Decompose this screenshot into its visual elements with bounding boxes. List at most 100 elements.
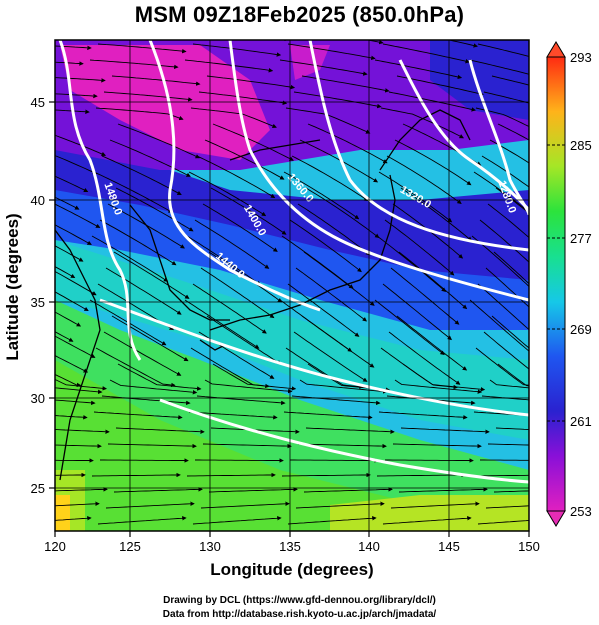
streamline — [384, 219, 455, 276]
streamline — [212, 363, 297, 391]
streamline — [55, 335, 96, 358]
streamline — [487, 203, 529, 239]
y-axis-title: Latitude (degrees) — [3, 213, 22, 360]
streamline — [297, 443, 387, 449]
streamline — [471, 235, 529, 288]
streamline — [489, 379, 529, 389]
streamline — [388, 331, 461, 385]
streamline — [380, 107, 464, 139]
streamline — [105, 267, 182, 315]
streamline — [291, 155, 369, 202]
streamline — [287, 43, 376, 61]
streamline — [279, 59, 368, 76]
streamline — [287, 283, 360, 337]
streamline — [55, 270, 97, 296]
x-tick-label: 130 — [199, 539, 221, 554]
colorbar-tick-label: 277 — [570, 231, 592, 246]
streamline — [252, 0, 339, 9]
streamline — [376, 235, 447, 292]
streamline — [97, 516, 187, 525]
streamline — [55, 516, 92, 521]
streamline — [204, 379, 293, 394]
streamline — [55, 387, 103, 395]
colorbar-tick-label: 285 — [570, 138, 592, 153]
streamline — [103, 91, 193, 102]
streamline — [290, 458, 379, 463]
y-tick-label: 30 — [31, 391, 45, 406]
streamline — [281, 235, 354, 289]
y-tick-label: 25 — [31, 481, 45, 496]
streamline — [469, 59, 529, 75]
streamline — [394, 379, 483, 394]
streamline — [55, 373, 82, 388]
credit-data-source: Data from http://database.rish.kyoto-u.a… — [162, 609, 437, 620]
streamline — [299, 139, 379, 183]
streamline — [55, 429, 110, 434]
streamline — [400, 427, 490, 434]
streamline — [398, 487, 488, 493]
streamline — [497, 363, 529, 387]
streamline — [55, 175, 89, 193]
streamline — [106, 28, 194, 36]
x-tick-label: 120 — [44, 539, 66, 554]
streamline — [55, 245, 84, 262]
colorbar-gradient — [546, 56, 566, 512]
streamline — [109, 139, 191, 177]
x-tick-label: 140 — [358, 539, 380, 554]
streamline — [402, 363, 486, 392]
streamline — [55, 355, 89, 373]
streamline — [299, 379, 388, 394]
streamline — [186, 472, 276, 478]
streamline — [103, 331, 182, 376]
streamline — [55, 93, 98, 99]
streamline — [303, 251, 375, 306]
streamline — [188, 411, 278, 420]
streamline — [184, 299, 260, 349]
streamline — [11, 28, 99, 32]
y-tick-label: 45 — [31, 95, 45, 110]
streamline — [392, 443, 482, 449]
streamline — [105, 501, 195, 509]
streamline — [347, 0, 433, 13]
colorbar-tick-label: 293 — [570, 50, 592, 65]
streamline — [283, 171, 360, 220]
streamline — [481, 395, 529, 401]
streamline — [483, 331, 529, 370]
streamline — [91, 472, 181, 478]
streamline — [287, 516, 377, 525]
streamline — [289, 219, 362, 273]
streamline — [200, 267, 275, 319]
streamline — [396, 315, 468, 371]
streamline — [481, 155, 529, 188]
streamline — [202, 443, 292, 449]
streamline — [55, 196, 80, 210]
streamline — [385, 458, 474, 463]
streamline — [495, 427, 529, 430]
x-tick-labels: 120 125 130 135 140 145 150 — [44, 539, 540, 554]
streamline — [382, 283, 453, 341]
streamline — [192, 516, 282, 525]
colorbar: 293 285 277 269 261 253 — [546, 41, 592, 527]
streamline — [493, 251, 529, 285]
streamline — [475, 107, 529, 128]
streamline — [93, 171, 173, 213]
streamline — [475, 347, 529, 386]
streamline — [469, 299, 529, 352]
streamline — [117, 363, 202, 391]
streamline — [495, 187, 529, 214]
streamline — [206, 75, 296, 90]
streamline — [209, 12, 296, 24]
streamline — [196, 395, 286, 406]
streamline — [487, 443, 529, 446]
streamline — [55, 472, 86, 478]
streamline — [55, 311, 82, 327]
streamline — [305, 187, 380, 239]
streamline — [101, 155, 182, 196]
streamline — [284, 40, 290, 42]
streamline — [192, 283, 267, 334]
streamline — [473, 171, 529, 213]
streamline — [378, 171, 453, 223]
streamline — [97, 43, 187, 54]
streamline — [95, 347, 176, 388]
streamline — [55, 414, 88, 420]
